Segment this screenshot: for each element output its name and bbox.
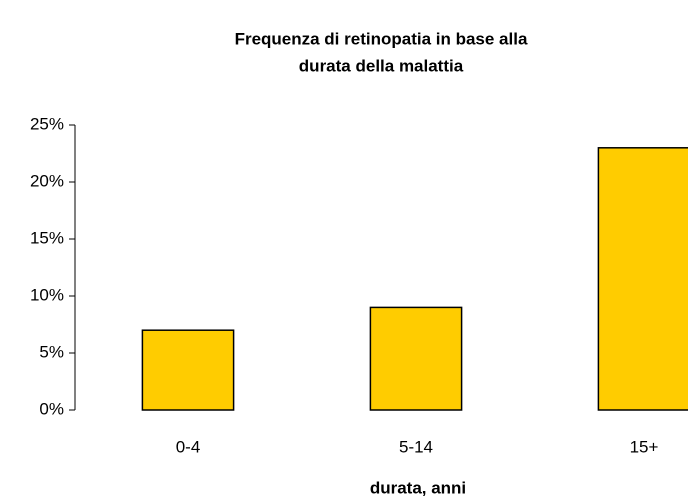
chart-title: durata della malattia (299, 56, 464, 75)
x-tick-label: 15+ (630, 437, 659, 456)
bar (369, 306, 463, 411)
y-tick-label: 25% (30, 114, 64, 133)
bar (141, 329, 235, 411)
y-tick-label: 15% (30, 228, 64, 247)
x-tick-label: 0-4 (176, 437, 201, 456)
x-axis-label: durata, anni (370, 478, 466, 497)
y-tick-label: 0% (39, 399, 64, 418)
chart-title: Frequenza di retinopatia in base alla (235, 29, 528, 48)
y-tick-label: 10% (30, 285, 64, 304)
y-tick-label: 20% (30, 171, 64, 190)
x-tick-label: 5-14 (399, 437, 433, 456)
y-tick-label: 5% (39, 342, 64, 361)
bar (597, 147, 688, 411)
